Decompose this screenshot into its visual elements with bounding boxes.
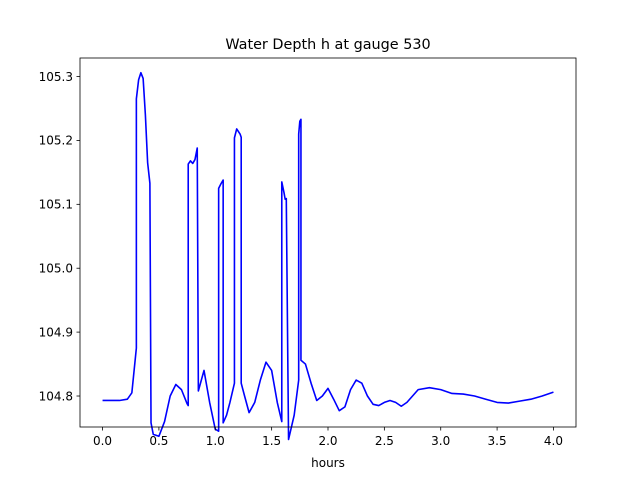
chart-title: Water Depth h at gauge 530 (225, 37, 430, 53)
x-axis-label: hours (311, 456, 345, 470)
y-tick-label: 105.2 (39, 134, 73, 148)
y-tick-label: 104.8 (39, 389, 73, 403)
x-tick-label: 0.0 (93, 434, 112, 448)
x-tick-label: 2.0 (318, 434, 337, 448)
x-axis: 0.0 0.5 1.0 1.5 2.0 2.5 3.0 3.5 4.0 (93, 427, 563, 448)
x-tick-label: 4.0 (544, 434, 563, 448)
x-tick-label: 0.5 (149, 434, 168, 448)
x-tick-label: 3.0 (431, 434, 450, 448)
y-tick-label: 105.0 (39, 262, 73, 276)
y-tick-label: 105.1 (39, 198, 73, 212)
y-tick-label: 105.3 (39, 70, 73, 84)
y-axis: 104.8 104.9 105.0 105.1 105.2 105.3 (39, 70, 80, 403)
x-tick-label: 1.5 (262, 434, 281, 448)
series-layer (102, 71, 554, 441)
x-tick-label: 2.5 (375, 434, 394, 448)
x-tick-label: 3.5 (488, 434, 507, 448)
y-tick-label: 104.9 (39, 325, 73, 339)
x-tick-label: 1.0 (206, 434, 225, 448)
series-line-0 (102, 71, 554, 441)
